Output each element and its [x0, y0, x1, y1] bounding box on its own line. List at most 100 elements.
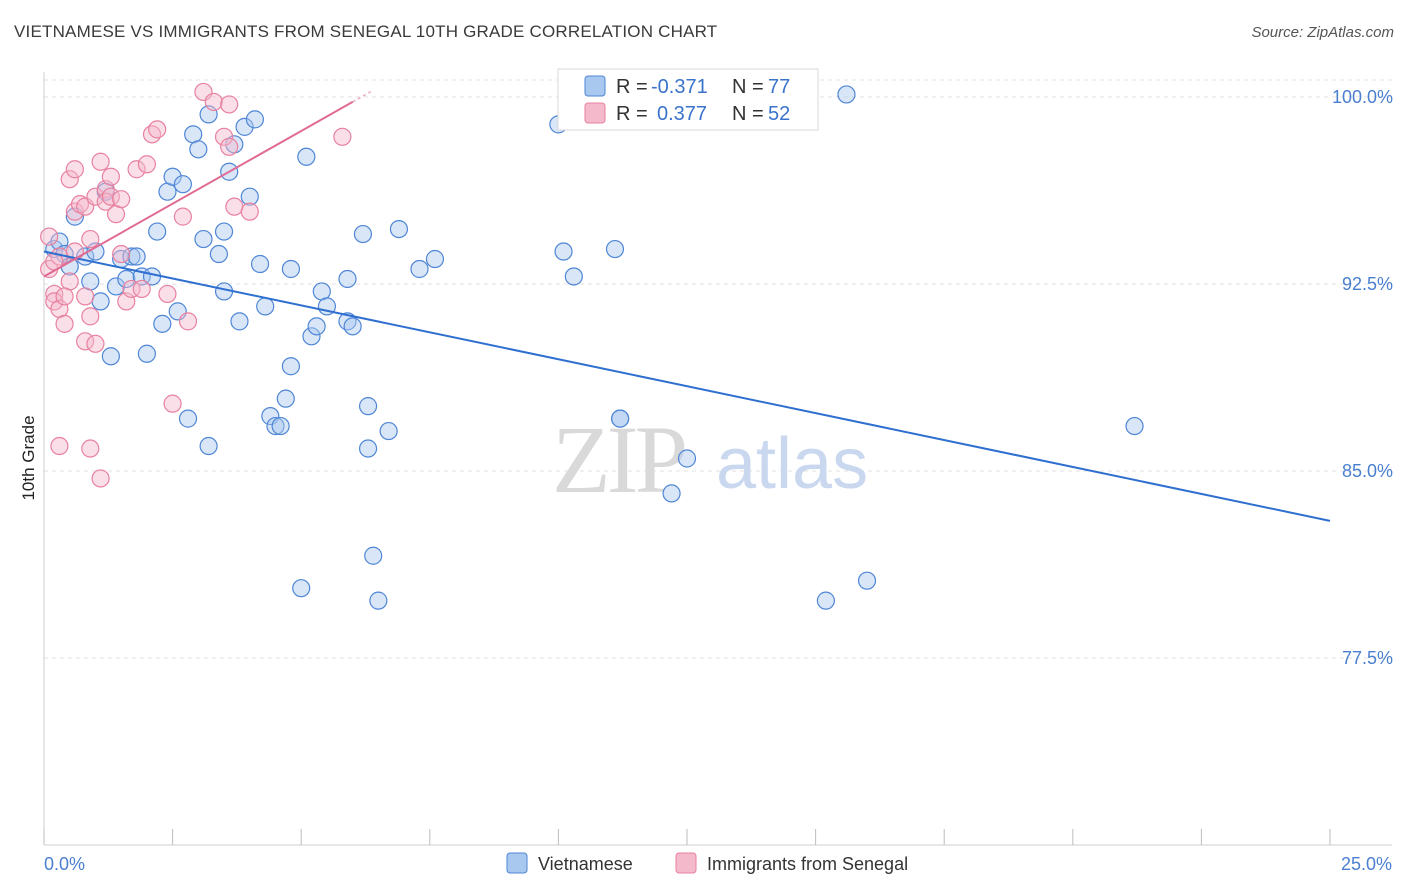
- y-tick-label-1: 92.5%: [1342, 274, 1393, 294]
- senegal-point-31: [127, 160, 146, 179]
- senegal-point-8: [60, 170, 79, 189]
- senegal-point-0: [40, 227, 59, 246]
- watermark-atlas: atlas: [716, 424, 868, 504]
- senegal-point-20: [91, 469, 110, 488]
- vietnamese-point-72: [611, 409, 630, 428]
- senegal-point-13: [76, 287, 95, 306]
- senegal-point-16: [81, 307, 100, 326]
- legend-r-value-0: -0.371: [651, 76, 708, 98]
- watermark-zip: ZIP: [552, 406, 685, 513]
- chart-title: VIETNAMESE VS IMMIGRANTS FROM SENEGAL 10…: [14, 22, 718, 41]
- vietnamese-point-75: [857, 571, 877, 590]
- senegal-point-43: [220, 137, 239, 156]
- vietnamese-point-46: [281, 357, 301, 376]
- senegal-point-47: [333, 127, 352, 146]
- vietnamese-point-20: [153, 314, 172, 333]
- vietnamese-point-58: [358, 397, 378, 416]
- senegal-point-51: [50, 436, 69, 456]
- vietnamese-point-27: [189, 140, 208, 159]
- senegal-point-41: [204, 92, 223, 112]
- vietnamese-point-66: [554, 242, 573, 261]
- vietnamese-point-74: [677, 449, 697, 468]
- senegal-point-49: [55, 287, 74, 306]
- senegal-point-23: [96, 192, 115, 211]
- legend-r-label-1: R =: [616, 103, 648, 125]
- vietnamese-point-8: [91, 292, 110, 311]
- legend-n-value-0: 77: [768, 76, 790, 98]
- senegal-point-21: [91, 152, 110, 171]
- vietnamese-point-19: [148, 222, 167, 241]
- source-label: Source: ZipAtlas.com: [1251, 24, 1394, 41]
- vietnamese-point-54: [338, 269, 357, 289]
- vietnamese-point-33: [214, 222, 234, 241]
- trendlines: [43, 91, 1331, 522]
- vietnamese-point-28: [194, 229, 213, 249]
- senegal-point-19: [86, 334, 105, 353]
- vietnamese-point-45: [276, 389, 295, 408]
- bottom-legend-swatch-senegal: [675, 852, 697, 874]
- senegal-point-45: [225, 197, 244, 216]
- senegal-point-35: [148, 120, 167, 139]
- vietnamese-point-36: [230, 312, 249, 331]
- vietnamese-point-11: [106, 277, 126, 296]
- vietnamese-point-39: [245, 110, 265, 129]
- vietnamese-point-59: [358, 439, 378, 458]
- senegal-point-36: [158, 284, 177, 304]
- bottom-legend-label-senegal: Immigrants from Senegal: [707, 854, 908, 874]
- vietnamese-point-48: [292, 579, 311, 598]
- senegal-point-17: [81, 439, 100, 458]
- vietnamese-point-62: [379, 421, 398, 441]
- y-tick-label-3: 77.5%: [1342, 648, 1393, 668]
- stats-legend: R = -0.371 N = 77 R = 0.377 N = 52: [557, 68, 819, 131]
- senegal-trendline: [43, 101, 354, 278]
- vietnamese-point-41: [256, 297, 275, 316]
- axes: [43, 72, 1392, 846]
- vietnamese-point-44: [271, 416, 290, 436]
- vietnamese-point-60: [364, 546, 383, 565]
- x-tick-label-1: 25.0%: [1341, 854, 1392, 874]
- senegal-point-39: [178, 312, 198, 331]
- vietnamese-point-47: [281, 259, 301, 279]
- senegal-point-6: [55, 314, 74, 333]
- senegal-point-18: [86, 187, 105, 206]
- legend-r-value-1: 0.377: [657, 103, 707, 125]
- vietnamese-point-65: [425, 249, 445, 269]
- x-tick-label-0: 0.0%: [44, 854, 85, 874]
- legend-swatch-vietnamese: [584, 75, 606, 97]
- vietnamese-point-22: [163, 167, 182, 186]
- senegal-point-25: [101, 167, 120, 186]
- x-ticks: [43, 829, 1331, 845]
- vietnamese-point-76: [1125, 416, 1144, 436]
- watermark: ZIP atlas: [552, 406, 868, 513]
- vietnamese-point-55: [338, 312, 357, 331]
- vietnamese-point-61: [369, 591, 388, 610]
- vietnamese-point-13: [117, 269, 136, 289]
- legend-swatch-senegal: [584, 102, 606, 124]
- vietnamese-point-73: [662, 484, 681, 503]
- vietnamese-point-15: [127, 247, 146, 266]
- y-tick-label-2: 85.0%: [1342, 461, 1393, 481]
- senegal-point-28: [112, 244, 131, 264]
- vietnamese-point-24: [173, 175, 192, 194]
- senegal-point-30: [122, 279, 141, 299]
- senegal-point-38: [173, 207, 192, 226]
- vietnamese-point-43: [266, 416, 285, 436]
- vietnamese-point-69: [605, 239, 625, 259]
- senegal-point-33: [137, 155, 156, 174]
- bottom-legend-label-vietnamese: Vietnamese: [538, 854, 633, 874]
- senegal-point-44: [220, 95, 239, 114]
- gridlines: [44, 79, 1392, 659]
- vietnamese-point-17: [137, 344, 156, 363]
- vietnamese-point-30: [199, 436, 218, 456]
- vietnamese-point-77: [816, 591, 835, 610]
- senegal-point-34: [142, 125, 162, 144]
- vietnamese-point-57: [353, 224, 373, 244]
- vietnamese-point-63: [389, 219, 409, 239]
- senegal-point-42: [214, 127, 234, 146]
- vietnamese-point-10: [101, 347, 120, 366]
- vietnamese-point-37: [235, 117, 254, 136]
- legend-n-value-1: 52: [768, 103, 790, 125]
- senegal-point-27: [112, 190, 131, 209]
- vietnamese-point-50: [302, 327, 321, 346]
